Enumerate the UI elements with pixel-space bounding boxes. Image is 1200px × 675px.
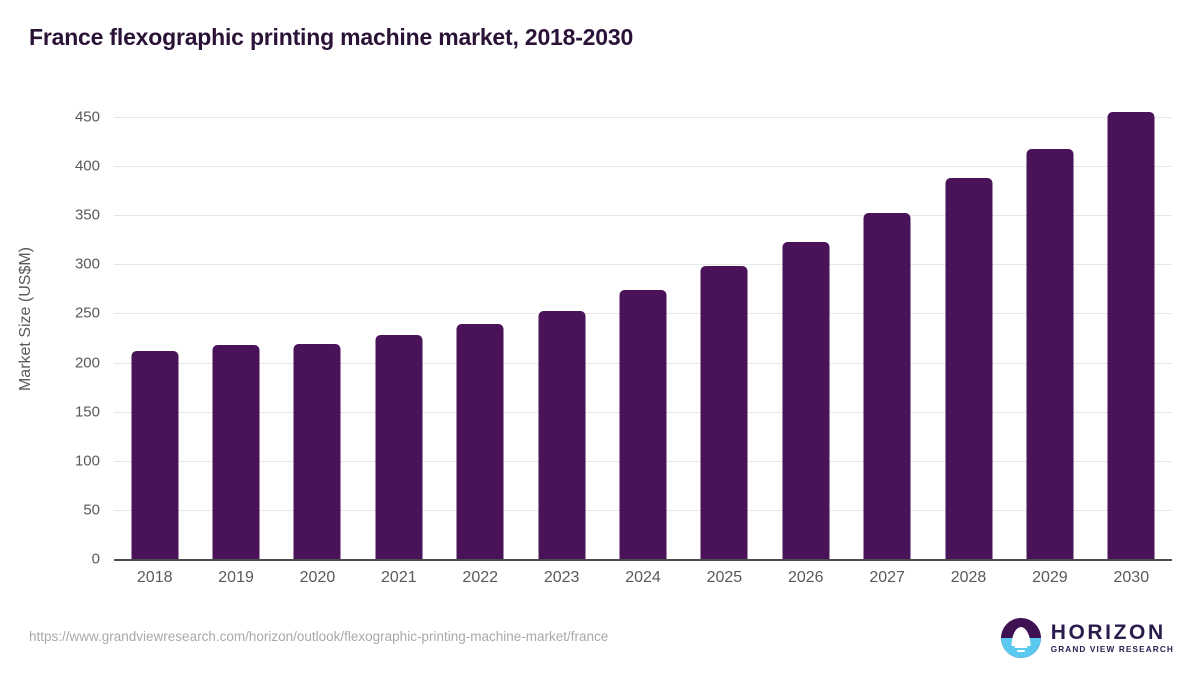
chart-plot-wrapper: Market Size (US$M) 0 50 100 150 200 250 300 350… [0, 95, 1200, 586]
bar[interactable] [375, 335, 423, 559]
plot-area: 0 50 100 150 200 250 300 350 400 450 2018 2019 2020… [75, 109, 1172, 586]
y-axis-tick-label: 100 [74, 452, 100, 470]
bar[interactable] [945, 177, 993, 559]
logo-ray-1 [1011, 642, 1030, 644]
bar[interactable] [212, 344, 260, 559]
x-axis-tick-label: 2030 [1113, 569, 1150, 586]
x-axis-tick-label: 2020 [299, 569, 336, 586]
y-axis-tick-label: 350 [74, 206, 100, 224]
bar-slot: 2027 [846, 117, 927, 586]
x-axis-tick-label: 2028 [950, 569, 987, 586]
logo-ray-2 [1014, 646, 1028, 648]
logo-text: HORIZON GRAND VIEW RESEARCH [1051, 622, 1174, 654]
bar[interactable] [1107, 112, 1155, 559]
x-axis-tick-label: 2023 [543, 569, 580, 586]
x-axis-tick-label: 2019 [218, 569, 254, 586]
bar-slot: 2022 [440, 117, 521, 586]
y-axis-tick-label: 0 [91, 550, 100, 568]
y-axis-tick-label: 250 [74, 304, 100, 322]
bar-slot: 2018 [114, 117, 195, 586]
bar[interactable] [619, 289, 667, 559]
logo-subtitle: GRAND VIEW RESEARCH [1050, 644, 1174, 654]
bar-slot: 2023 [521, 117, 602, 586]
x-axis-tick-label: 2025 [706, 569, 743, 586]
x-axis-tick-label: 2027 [869, 569, 905, 586]
bar-slot: 2025 [684, 117, 765, 586]
logo-sun-shape [1011, 627, 1031, 646]
logo-wordmark: HORIZON [1050, 620, 1166, 644]
x-axis-tick-label: 2021 [381, 569, 417, 586]
y-axis-tick-label: 450 [74, 108, 100, 126]
bar-slot: 2024 [602, 117, 683, 586]
x-axis-tick-label: 2024 [625, 569, 661, 586]
bar-series: 2018 2019 2020 2021 2022 2023 2024 2025 2026 2027… [114, 112, 1172, 586]
bar[interactable] [700, 266, 748, 559]
x-axis-tick-label: 2029 [1032, 569, 1068, 586]
x-axis-line [114, 559, 1172, 561]
bar[interactable] [538, 310, 586, 559]
gridline [114, 264, 1172, 266]
y-axis-tick-label: 400 [74, 157, 100, 175]
y-axis-tick-label: 300 [74, 255, 100, 273]
bar[interactable] [863, 213, 911, 559]
x-axis-tick-label: 2026 [787, 569, 824, 586]
logo-ray-3 [1016, 650, 1025, 652]
bar-slot: 2028 [928, 117, 1009, 586]
bar[interactable] [1026, 149, 1074, 559]
bar[interactable] [456, 324, 504, 559]
bar-slot: 2019 [195, 117, 276, 586]
bar[interactable] [782, 241, 830, 559]
bar[interactable] [293, 343, 341, 559]
bar-slot: 2029 [1009, 117, 1090, 586]
bar-slot: 2030 [1091, 112, 1172, 586]
x-axis-tick-label: 2022 [462, 569, 499, 586]
logo-water-shape [1000, 638, 1041, 658]
y-axis-tick-label: 200 [74, 354, 100, 372]
x-axis-tick-label: 2018 [136, 569, 173, 586]
y-axis-tick-label: 150 [74, 403, 100, 421]
bar-slot: 2021 [358, 117, 439, 586]
bar[interactable] [131, 350, 179, 559]
page-title: France flexographic printing machine mar… [29, 24, 634, 50]
bar-slot: 2026 [765, 117, 846, 586]
horizon-sun-circle-icon [1000, 618, 1041, 658]
y-axis-tick-label: 50 [83, 501, 100, 519]
bar-slot: 2020 [277, 117, 358, 586]
gridline [114, 166, 1172, 168]
gridline [114, 117, 1172, 118]
source-url[interactable]: https://www.grandviewresearch.com/horizo… [29, 629, 609, 644]
horizon-logo[interactable]: HORIZON GRAND VIEW RESEARCH [1000, 616, 1174, 660]
gridline [114, 215, 1172, 217]
